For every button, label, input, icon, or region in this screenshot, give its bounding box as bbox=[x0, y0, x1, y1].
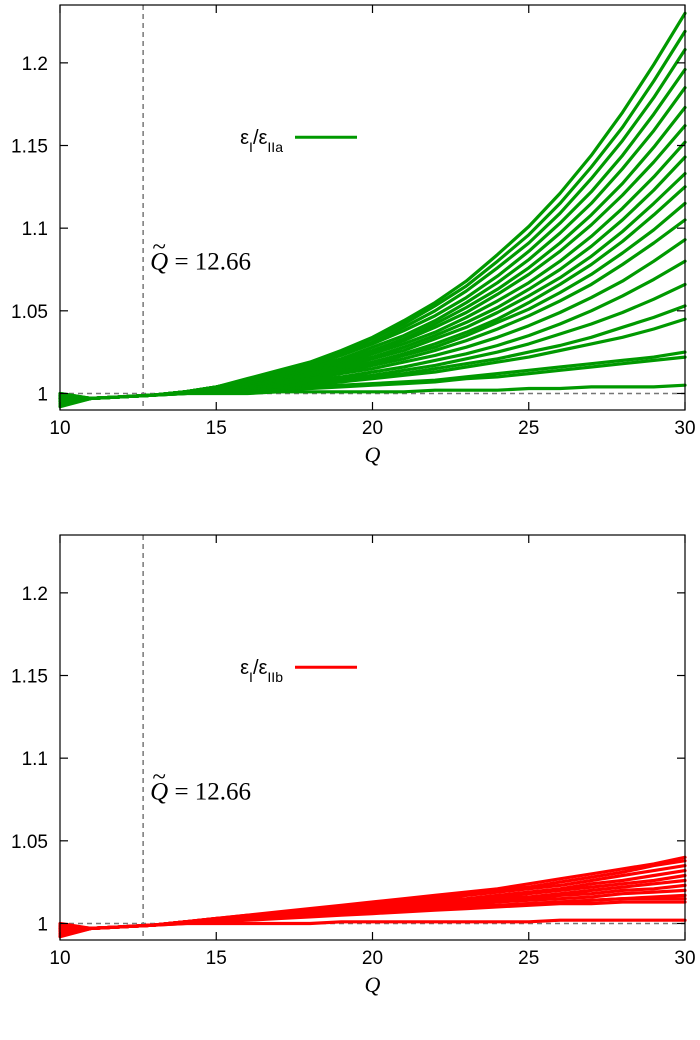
series-line bbox=[58, 855, 687, 931]
y-tick-label: 1.1 bbox=[22, 749, 48, 770]
x-tick-label: 30 bbox=[674, 418, 695, 439]
q-tilde-annotation: Q = 12.66 ~ bbox=[150, 763, 251, 805]
y-tick-label: 1 bbox=[37, 384, 48, 405]
annotation-value: = 12.66 bbox=[168, 248, 251, 275]
series-group bbox=[58, 855, 687, 939]
annotation-symbol: Q bbox=[150, 778, 168, 805]
tilde-accent: ~ bbox=[152, 763, 166, 790]
q-tilde-annotation: Q = 12.66 ~ bbox=[150, 233, 251, 275]
x-tick-label: 25 bbox=[518, 418, 539, 439]
legend: εI/εIIa bbox=[240, 127, 357, 155]
x-tick-label: 30 bbox=[674, 948, 695, 969]
annotation-value: = 12.66 bbox=[168, 778, 251, 805]
legend-label: εI/εIIb bbox=[240, 657, 283, 685]
y-tick-label: 1.15 bbox=[11, 667, 48, 688]
x-axis-label: Q bbox=[365, 442, 381, 467]
y-tick-label: 1.15 bbox=[11, 137, 48, 158]
annotation-symbol: Q bbox=[150, 248, 168, 275]
series-line bbox=[58, 11, 687, 400]
svg-text:Q = 12.66: Q = 12.66 bbox=[150, 778, 251, 805]
x-tick-label: 25 bbox=[518, 948, 539, 969]
x-tick-label: 10 bbox=[49, 948, 70, 969]
chart-panel-iia: 10 15 20 25 30 1 1.05 1.1 1.15 1.2 Q Q =… bbox=[11, 4, 696, 467]
y-tick-label: 1 bbox=[37, 914, 48, 935]
legend-label: εI/εIIa bbox=[240, 127, 283, 155]
x-tick-labels: 10 15 20 25 30 bbox=[49, 418, 695, 439]
y-tick-label: 1.1 bbox=[22, 219, 48, 240]
chart-panel-iib: 10 15 20 25 30 1 1.05 1.1 1.15 1.2 Q Q =… bbox=[11, 534, 696, 997]
x-tick-label: 10 bbox=[49, 418, 70, 439]
y-tick-label: 1.05 bbox=[11, 302, 48, 323]
x-axis-label: Q bbox=[365, 972, 381, 997]
x-tick-label: 20 bbox=[362, 948, 383, 969]
y-tick-label: 1.2 bbox=[22, 584, 48, 605]
legend: εI/εIIb bbox=[240, 657, 357, 685]
x-tick-label: 15 bbox=[206, 418, 227, 439]
y-tick-label: 1.2 bbox=[22, 54, 48, 75]
tilde-accent: ~ bbox=[152, 233, 166, 260]
y-tick-labels: 1 1.05 1.1 1.15 1.2 bbox=[11, 584, 48, 936]
x-tick-label: 15 bbox=[206, 948, 227, 969]
y-tick-label: 1.05 bbox=[11, 832, 48, 853]
series-group bbox=[58, 11, 687, 409]
x-tick-label: 20 bbox=[362, 418, 383, 439]
x-tick-labels: 10 15 20 25 30 bbox=[49, 948, 695, 969]
y-tick-labels: 1 1.05 1.1 1.15 1.2 bbox=[11, 54, 48, 406]
svg-text:Q = 12.66: Q = 12.66 bbox=[150, 248, 251, 275]
